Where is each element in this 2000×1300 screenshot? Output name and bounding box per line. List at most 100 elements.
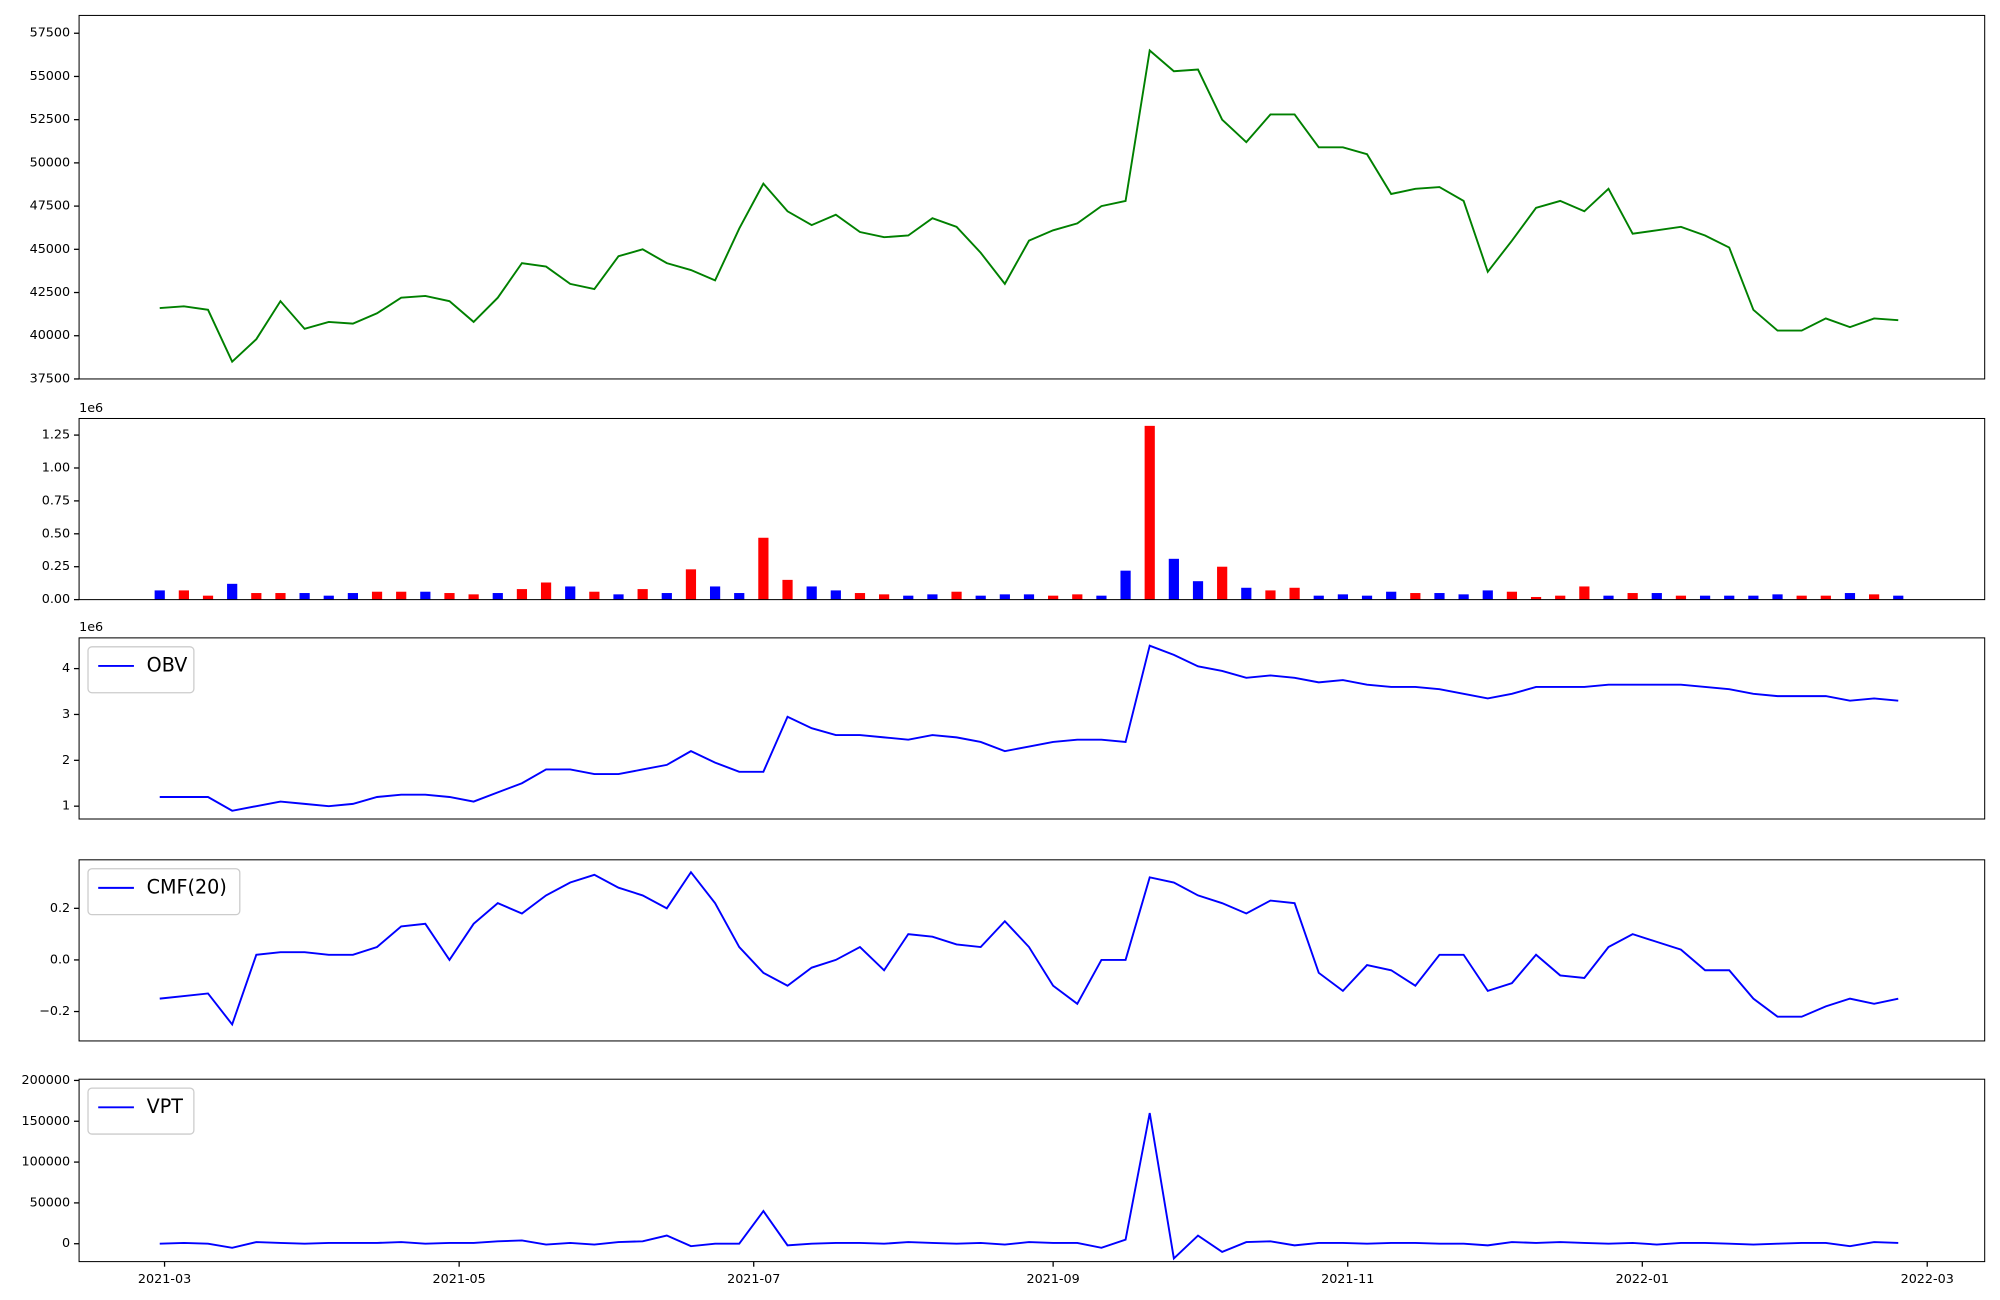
legend-label: VPT [147, 1095, 184, 1118]
bar [1265, 590, 1276, 600]
bar [830, 590, 841, 600]
bar [589, 591, 600, 600]
bar [613, 594, 624, 600]
axes-frame [78, 417, 1986, 601]
y-tick-label: 4 [62, 661, 70, 676]
bar [227, 583, 238, 600]
bar [1168, 558, 1179, 600]
bar [1579, 586, 1590, 600]
bar [1361, 595, 1373, 600]
bar [661, 593, 672, 600]
y-tick-label: 0.25 [42, 559, 70, 574]
bar [299, 593, 310, 600]
bar [178, 590, 189, 600]
bar [275, 593, 286, 600]
bar [782, 579, 793, 600]
bar [1820, 595, 1831, 600]
y-tick-label: 0 [62, 1236, 70, 1251]
legend-box [87, 1087, 195, 1135]
y-tick-label: 100000 [21, 1155, 70, 1170]
y-tick-label: 50000 [30, 155, 71, 170]
y-tick-label: 0.0 [50, 952, 70, 967]
x-tick-label: 2021-11 [1321, 1272, 1374, 1287]
bar [1506, 591, 1518, 600]
y-tick-label: 57500 [30, 26, 71, 41]
axis-offset-label: 1e6 [79, 401, 103, 416]
y-tick-label: 1.25 [42, 428, 70, 443]
bar [903, 595, 914, 600]
x-tick-label: 2021-05 [433, 1272, 486, 1287]
bar [1386, 591, 1397, 600]
bar [323, 595, 334, 600]
bar [758, 537, 769, 600]
axes-frame [78, 14, 1986, 380]
y-tick-label: 200000 [21, 1073, 70, 1088]
y-tick-label: −0.2 [39, 1004, 70, 1019]
bar [1410, 593, 1421, 600]
bar [1555, 595, 1566, 600]
bar [1217, 566, 1228, 600]
bar [1120, 570, 1131, 600]
bar [1603, 595, 1614, 600]
bar [999, 594, 1010, 600]
bar [1289, 587, 1300, 600]
y-tick-label: 150000 [21, 1114, 70, 1129]
axes-frame [78, 637, 1986, 820]
y-tick-label: 40000 [30, 328, 71, 343]
bar [1337, 594, 1348, 600]
y-tick-label: 45000 [30, 242, 71, 257]
y-tick-label: 0.50 [42, 526, 70, 541]
bar [734, 593, 745, 600]
bar [1458, 594, 1469, 600]
bar [1627, 593, 1638, 600]
y-tick-label: 0.2 [50, 901, 70, 916]
bar [685, 569, 697, 600]
bar [1772, 594, 1783, 600]
legend: OBV [87, 646, 195, 694]
bar [540, 582, 552, 600]
legend-label: CMF(20) [147, 875, 227, 898]
bar [565, 586, 576, 600]
bar [492, 593, 503, 600]
y-tick-label: 0.75 [42, 493, 70, 508]
bar [371, 591, 383, 600]
bar [637, 589, 648, 600]
bar [1699, 595, 1711, 600]
legend: CMF(20) [87, 868, 241, 916]
bar [420, 591, 431, 600]
bar [347, 593, 359, 600]
x-tick-label: 2021-07 [727, 1272, 780, 1287]
bar [154, 590, 165, 600]
bar [1313, 595, 1324, 600]
bar [806, 586, 817, 600]
bar [1869, 594, 1880, 600]
bar [468, 594, 479, 600]
bar [1023, 594, 1035, 600]
y-tick-label: 47500 [30, 199, 71, 214]
y-tick-label: 1 [62, 799, 70, 814]
bar [1241, 587, 1252, 600]
bar [1748, 595, 1759, 600]
legend-box [87, 868, 241, 916]
bar [516, 589, 528, 600]
bar [1048, 595, 1059, 600]
bar [396, 591, 407, 600]
x-tick-label: 2021-09 [1026, 1272, 1079, 1287]
y-tick-label: 50000 [30, 1195, 71, 1210]
bar [854, 593, 866, 600]
bar [1796, 595, 1807, 600]
x-tick-label: 2022-03 [1901, 1272, 1954, 1287]
line-series [159, 1112, 1899, 1261]
line-series [159, 870, 1899, 1027]
y-tick-label: 2 [62, 753, 70, 768]
axis-offset-label: 1e6 [79, 620, 103, 635]
bar [1530, 596, 1542, 600]
y-tick-label: 0.00 [42, 592, 70, 607]
bar [927, 594, 938, 600]
bar [202, 595, 214, 600]
x-tick-label: 2021-03 [138, 1272, 191, 1287]
bar [1724, 595, 1735, 600]
bar [1096, 595, 1107, 600]
y-tick-label: 3 [62, 707, 70, 722]
bar [879, 594, 890, 600]
